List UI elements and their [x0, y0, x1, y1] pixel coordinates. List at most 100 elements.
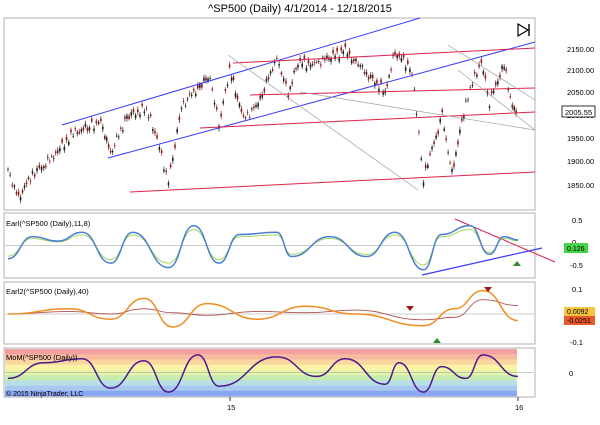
price-candle-body: [282, 78, 285, 81]
price-candle-body: [445, 138, 447, 140]
price-candle-body: [130, 112, 133, 116]
price-candle-body: [507, 88, 510, 91]
price-candle-body: [158, 147, 161, 150]
price-candle-body: [13, 185, 16, 188]
red-channel-bottom: [129, 171, 536, 193]
price-candle-body: [285, 80, 287, 84]
price-candle-body: [143, 111, 146, 114]
price-tick-label: 1900.00: [567, 157, 594, 166]
price-candle-body: [167, 182, 170, 186]
price-candle-body: [76, 132, 79, 134]
price-candle-body: [201, 84, 203, 88]
price-candle-body: [480, 59, 483, 63]
price-candle-body: [63, 146, 66, 151]
price-candle-body: [163, 169, 165, 172]
price-candle-body: [376, 80, 378, 84]
price-candle-body: [396, 55, 398, 59]
price-candle-body: [353, 58, 355, 62]
price-candle-body: [433, 141, 435, 145]
earl2-value-box-b: [564, 316, 595, 325]
price-candle-body: [402, 54, 405, 58]
price-candle-body: [492, 90, 495, 94]
earl-tick-label: -0.5: [570, 261, 583, 270]
price-candle-body: [374, 82, 376, 87]
price-candle-body: [482, 71, 485, 75]
price-candle-body: [453, 163, 455, 167]
price-candle-body: [176, 128, 178, 133]
price-candle-body: [215, 107, 218, 110]
price-candle-body: [313, 62, 316, 64]
price-candle-body: [165, 170, 168, 173]
earl-panel-border: [3, 212, 536, 279]
earl2-value-box-a: [564, 307, 595, 316]
mom-band: [5, 349, 517, 355]
price-candle-body: [357, 64, 359, 67]
price-candle-body: [33, 174, 36, 177]
price-candle-body: [240, 108, 243, 112]
price-candle-body: [248, 117, 251, 118]
earl-value: 0.126: [567, 246, 585, 253]
price-candle-body: [350, 60, 353, 64]
price-panel-border: [3, 17, 536, 211]
price-candle-body: [9, 174, 11, 176]
copyright-text: © 2015 NinjaTrader, LLC: [6, 390, 83, 398]
price-candle-body: [205, 77, 207, 81]
price-candle-body: [255, 105, 257, 107]
price-candle-body: [427, 164, 429, 169]
last-price-value: 2005.55: [565, 108, 592, 117]
price-candle-body: [295, 68, 297, 70]
price-candle-body: [380, 79, 382, 83]
price-candle-body: [318, 60, 320, 62]
price-candle-body: [61, 139, 63, 143]
price-candle-body: [280, 72, 283, 75]
price-candle-body: [93, 128, 95, 132]
mom-band: [5, 385, 517, 392]
price-candle-body: [180, 107, 183, 110]
price-candle-body: [139, 114, 141, 117]
price-candle-body: [88, 127, 91, 131]
price-candle-body: [149, 114, 152, 117]
mom-band: [5, 380, 517, 386]
gray-fan-4: [457, 69, 536, 131]
price-candle-body: [340, 47, 343, 51]
price-candle-body: [84, 123, 87, 127]
price-candle-body: [338, 58, 340, 62]
price-candle-body: [105, 137, 108, 141]
mom-band: [5, 359, 517, 365]
mom-band: [5, 364, 517, 371]
earl2-value-b: -0.0251: [567, 318, 591, 325]
price-candle-body: [265, 78, 268, 82]
price-candle-body: [11, 184, 14, 186]
price-candle-body: [320, 64, 322, 66]
price-candle-body: [74, 128, 77, 130]
price-candle-body: [29, 180, 32, 182]
price-candle-body: [267, 76, 270, 80]
price-candle-body: [172, 157, 174, 161]
price-candle-body: [435, 135, 437, 139]
price-candle-body: [278, 64, 280, 66]
price-candle-body: [471, 84, 474, 87]
earl2-panel-border: [3, 281, 536, 345]
price-candle-body: [388, 75, 390, 78]
price-candle-body: [147, 117, 150, 119]
price-candle-body: [226, 84, 229, 86]
price-candle-body: [418, 131, 420, 133]
price-candle-body: [297, 64, 299, 68]
price-candle-body: [441, 109, 444, 112]
earl2-down-arrow-icon-2: [484, 287, 492, 292]
price-candle-body: [199, 84, 201, 88]
price-candle-body: [72, 135, 74, 137]
price-candle-body: [400, 57, 403, 62]
price-candle-body: [242, 115, 245, 117]
price-candle-body: [429, 153, 431, 155]
price-candle-body: [348, 50, 351, 54]
gray-fan-2: [299, 91, 536, 131]
price-candle-body: [424, 164, 427, 169]
price-candle-body: [141, 103, 143, 106]
blue-channel-top: [61, 17, 421, 126]
price-candle-body: [50, 156, 53, 158]
price-candle-body: [238, 103, 241, 107]
play-icon[interactable]: [516, 22, 532, 38]
last-price-box: [561, 105, 596, 118]
earl2-series: [5, 289, 534, 328]
